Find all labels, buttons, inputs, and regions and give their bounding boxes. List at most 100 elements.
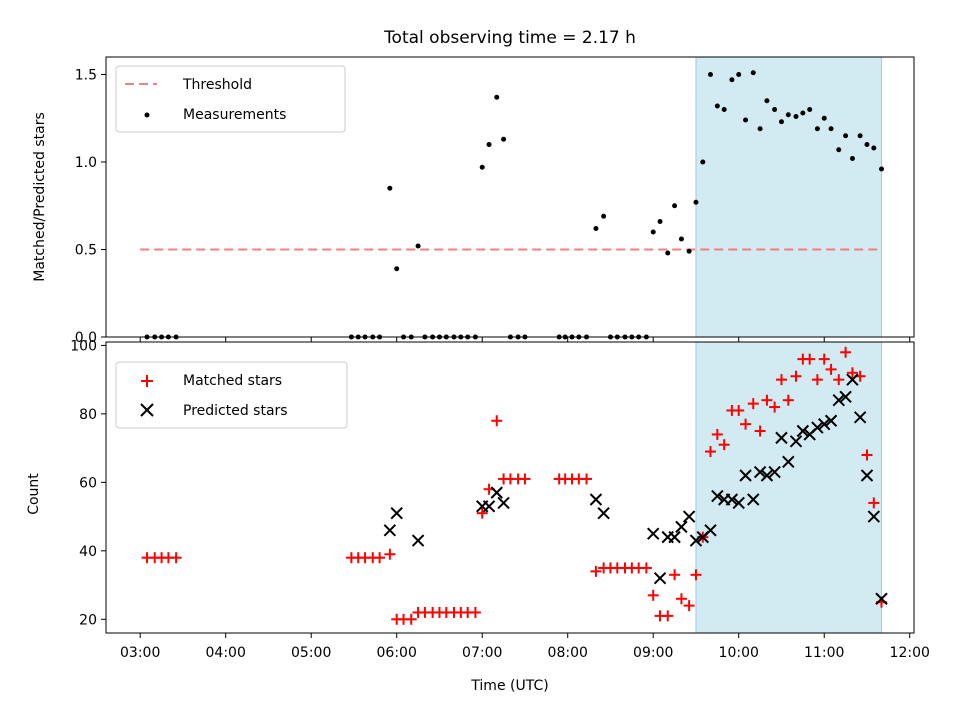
matched-star-point [754, 425, 766, 437]
x-tick-label: 03:00 [120, 645, 160, 661]
predicted-star-point [390, 506, 403, 520]
predicted-star-point [753, 465, 767, 479]
count-legend: Matched stars Predicted stars [115, 361, 348, 429]
matched-star-point [647, 589, 659, 601]
matched-star-point [840, 346, 852, 358]
matched-star-point [491, 415, 503, 427]
ratio-y-tick-label: 1.5 [75, 68, 97, 84]
predicted-star-point [853, 411, 867, 424]
predicted-star-point [832, 393, 845, 407]
predicted-star-point [411, 534, 425, 547]
x-tick-label: 12:00 [890, 645, 930, 661]
measurement-point [836, 147, 842, 153]
predicted-star-point [383, 524, 397, 537]
predicted-star-point [818, 417, 831, 431]
count-y-tick-label: 60 [79, 475, 97, 491]
matched-legend-swatch [141, 375, 153, 387]
predicted-star-point [775, 431, 788, 445]
predicted-star-point [704, 524, 717, 537]
measurement-legend-swatch [144, 112, 150, 118]
measurement-point [665, 250, 671, 256]
predicted-star-point [482, 500, 496, 513]
matched-star-point [833, 374, 845, 386]
measurement-point [486, 142, 492, 147]
predicted-star-point [739, 469, 752, 482]
matched-star-point [469, 606, 481, 618]
matched-star-point [662, 610, 674, 622]
matched-star-point [804, 353, 816, 365]
measurement-point [871, 145, 877, 151]
measurement-point [814, 126, 820, 132]
measurement-point [700, 159, 706, 165]
measurement-point [778, 119, 784, 125]
predicted-star-point [782, 455, 795, 469]
predicted-legend-label: Predicted stars [183, 403, 288, 419]
count-y-axis-label: Count [26, 473, 42, 515]
predicted-star-point [760, 469, 774, 482]
matched-star-point [170, 552, 182, 564]
x-tick-label: 07:00 [462, 645, 502, 661]
matched-star-point [811, 374, 823, 386]
ratio-panel: 0.0 0.5 1.0 1.5 Matched/Predicted stars Thr… [32, 56, 915, 346]
count-y-tick-label: 20 [79, 612, 97, 628]
predicted-star-point [711, 489, 724, 503]
measurement-point [479, 164, 485, 170]
x-tick-label: 11:00 [804, 645, 844, 661]
matched-star-point [690, 569, 702, 581]
x-tick-label: 09:00 [633, 645, 673, 661]
predicted-star-point [875, 592, 888, 605]
matched-star-point [761, 394, 773, 406]
ratio-y-tick-label: 0.0 [75, 330, 97, 346]
count-axes: 20 40 60 80 100 03:00 04:00 05:00 06:00 07:00 08:0… [70, 338, 930, 661]
measurement-point [721, 107, 727, 112]
matched-legend-label: Matched stars [183, 373, 282, 389]
predicted-star-point [725, 493, 739, 506]
measurement-point [828, 126, 834, 132]
matched-star-point [581, 473, 593, 485]
predicted-star-point [824, 414, 838, 427]
measurement-point [657, 219, 663, 224]
ratio-y-tick-label: 1.0 [75, 155, 97, 171]
measurement-point [415, 243, 421, 249]
predicted-star-point [789, 435, 803, 448]
x-tick-label: 04:00 [206, 645, 246, 661]
x-tick-label: 08:00 [548, 645, 588, 661]
predicted-star-point [675, 520, 688, 534]
measurement-point [849, 156, 855, 161]
ratio-y-tick-label: 0.5 [75, 243, 97, 259]
measurement-point [593, 226, 599, 231]
matched-star-point [769, 401, 781, 413]
ratio-axes: 0.0 0.5 1.0 1.5 [75, 68, 911, 346]
x-tick-label: 05:00 [291, 645, 331, 661]
count-y-tick-label: 80 [79, 407, 97, 423]
predicted-star-point [768, 465, 781, 479]
predicted-star-point [732, 496, 745, 510]
count-y-tick-label: 40 [79, 544, 97, 560]
predicted-star-point [747, 493, 760, 506]
measurement-point [785, 112, 791, 118]
matched-star-point [740, 418, 752, 430]
matched-star-point [705, 446, 717, 458]
matched-star-point [476, 507, 488, 519]
measurement-point [693, 199, 699, 205]
predicted-star-point [497, 496, 510, 510]
predicted-star-point [682, 510, 696, 523]
threshold-legend-label: Threshold [182, 77, 252, 93]
measurement-point [750, 70, 756, 76]
matched-star-point [519, 473, 531, 485]
measurement-point [686, 248, 692, 254]
matched-star-point [733, 404, 745, 416]
predicted-star-point [811, 421, 824, 434]
measurement-point [821, 115, 827, 121]
predicted-star-point [846, 373, 859, 386]
matched-star-point [861, 449, 873, 461]
matched-star-point [683, 600, 695, 612]
measurement-point [394, 266, 400, 272]
count-legend-box [115, 361, 348, 429]
measurement-point [601, 213, 607, 219]
measurement-point [743, 117, 749, 123]
count-plot-frame [105, 341, 915, 634]
measurement-point [772, 107, 778, 112]
predicted-star-point [689, 534, 703, 547]
